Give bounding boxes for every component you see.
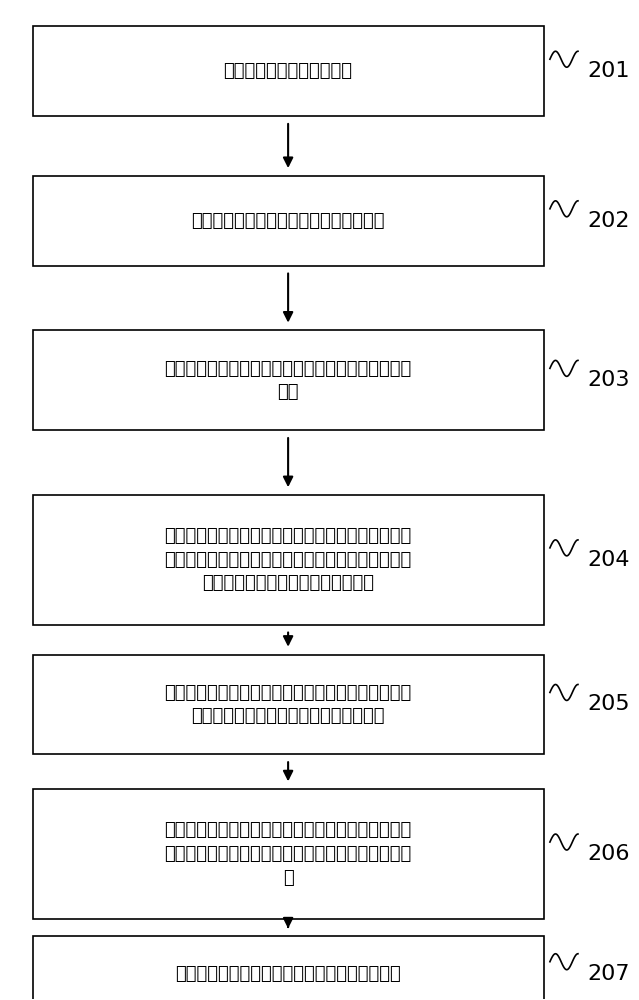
Text: 通过控温装置将所述样品室和所述参考室控制在预设
温度: 通过控温装置将所述样品室和所述参考室控制在预设 温度 <box>164 360 412 401</box>
Text: 202: 202 <box>587 211 630 231</box>
Text: 201: 201 <box>587 61 630 81</box>
Text: 205: 205 <box>587 694 630 714</box>
Text: 206: 206 <box>587 844 630 864</box>
Text: 将参考室的气体注入样品室，并通过自动补气增压系
统为参考室和样品室增压补气至预设压力: 将参考室的气体注入样品室，并通过自动补气增压系 统为参考室和样品室增压补气至预设… <box>164 684 412 725</box>
FancyBboxPatch shape <box>33 495 544 625</box>
Text: 204: 204 <box>587 550 630 570</box>
Text: 根据压降曲线，确定所述页岩岩石样品的渗透率: 根据压降曲线，确定所述页岩岩石样品的渗透率 <box>175 965 401 983</box>
Text: 207: 207 <box>587 964 630 984</box>
Text: 打开气瓶，通过增压泵为所述参考室注入气体，通过
压力传感器确定参考室的压力，在达到预设压力的情
况下，停止注气向参考室内注入气体: 打开气瓶，通过增压泵为所述参考室注入气体，通过 压力传感器确定参考室的压力，在达… <box>164 527 412 592</box>
FancyBboxPatch shape <box>33 26 544 116</box>
FancyBboxPatch shape <box>33 936 544 1000</box>
FancyBboxPatch shape <box>33 176 544 266</box>
Text: 在补气完成后，停止补气，并通过压力传感器检测参
考室和样品室的压力数据和时间数据，以生成压降曲
线: 在补气完成后，停止补气，并通过压力传感器检测参 考室和样品室的压力数据和时间数据… <box>164 821 412 887</box>
Text: 对页岩岩石样品进行预处理: 对页岩岩石样品进行预处理 <box>224 62 353 80</box>
FancyBboxPatch shape <box>33 789 544 919</box>
FancyBboxPatch shape <box>33 655 544 754</box>
Text: 将预处理后的页岩岩石样品放至样品室中: 将预处理后的页岩岩石样品放至样品室中 <box>191 212 385 230</box>
Text: 203: 203 <box>587 370 630 390</box>
FancyBboxPatch shape <box>33 330 544 430</box>
